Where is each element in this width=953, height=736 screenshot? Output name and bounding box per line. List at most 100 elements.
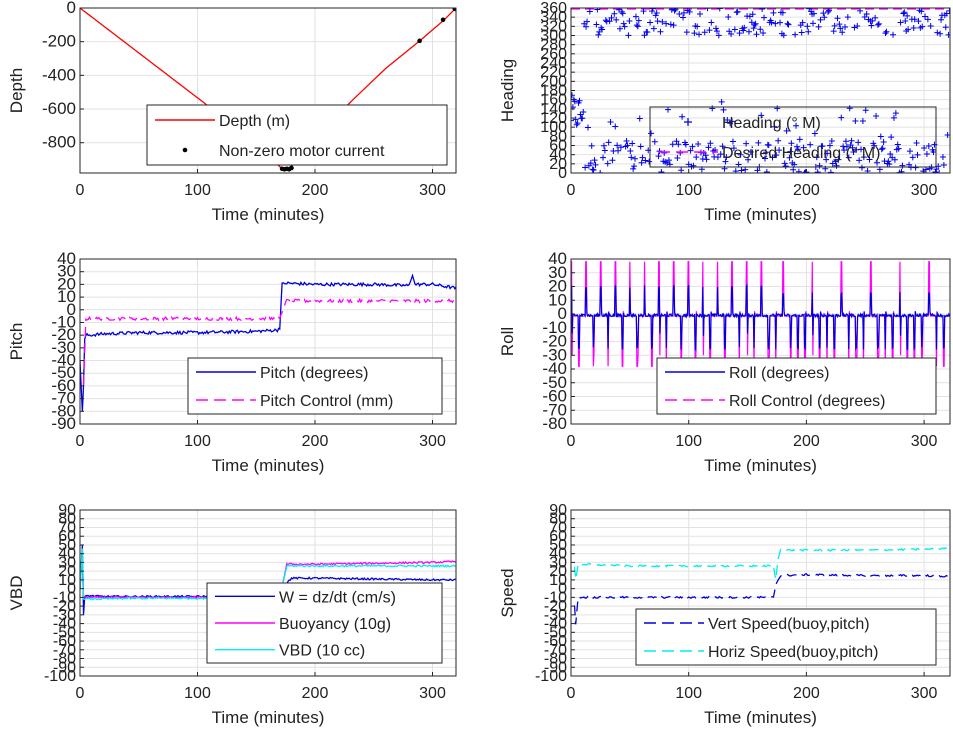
- y-tick-label: 80: [549, 511, 567, 528]
- heading-point: [904, 12, 911, 19]
- heading-point: [630, 165, 637, 172]
- x-tick-label: 100: [675, 433, 702, 450]
- legend-box: [187, 357, 443, 415]
- heading-point: [855, 139, 862, 146]
- legend-label: Depth (m): [219, 113, 290, 130]
- heading-point: [586, 8, 593, 15]
- heading-point: [830, 28, 837, 35]
- y-tick-label: 80: [58, 511, 76, 528]
- x-tick-label: 100: [184, 182, 211, 199]
- heading-point: [693, 154, 700, 161]
- heading-point: [648, 130, 655, 137]
- heading-point: [703, 156, 710, 163]
- heading-point: [584, 18, 591, 25]
- heading-point: [695, 140, 702, 147]
- motor-current-point: [452, 8, 456, 12]
- heading-point: [682, 141, 689, 148]
- heading-point: [571, 92, 575, 99]
- heading-point: [888, 134, 895, 141]
- heading-point: [882, 30, 889, 37]
- x-axis-label: Time (minutes): [704, 456, 817, 475]
- heading-point: [939, 154, 946, 161]
- y-tick-label: -50: [51, 363, 76, 382]
- y-tick-label: 30: [57, 262, 76, 281]
- heading-point: [705, 144, 712, 151]
- series-line-1: [573, 573, 949, 625]
- y-tick-label: -50: [544, 624, 567, 641]
- heading-point: [771, 123, 778, 130]
- heading-point: [835, 156, 842, 163]
- x-axis-label: Time (minutes): [212, 205, 325, 224]
- heading-point: [580, 108, 587, 115]
- heading-point: [901, 9, 908, 16]
- x-tick-label: 300: [419, 433, 446, 450]
- legend-box: [649, 106, 937, 168]
- y-tick-label: -20: [53, 598, 76, 615]
- x-axis-label: Time (minutes): [704, 205, 817, 224]
- heading-point: [669, 141, 676, 148]
- heading-point: [594, 8, 601, 13]
- y-tick-label: 300: [540, 28, 567, 45]
- heading-point: [654, 18, 661, 25]
- y-tick-label: -10: [544, 589, 567, 606]
- heading-point: [781, 160, 788, 167]
- heading-point: [691, 30, 698, 37]
- x-tick-label: 0: [567, 685, 576, 702]
- y-tick-label: -60: [544, 633, 567, 650]
- heading-point: [745, 156, 752, 163]
- heading-point: [641, 32, 648, 39]
- heading-point: [844, 14, 851, 21]
- heading-point: [696, 31, 703, 38]
- heading-point: [631, 163, 638, 170]
- heading-point: [609, 157, 616, 164]
- heading-point: [925, 143, 932, 150]
- heading-point: [790, 166, 797, 173]
- heading-point: [707, 140, 714, 147]
- axes-frame: [79, 7, 457, 174]
- y-tick-label: 80: [549, 128, 567, 145]
- plot-marks: [571, 261, 950, 367]
- heading-point: [918, 8, 925, 15]
- y-tick-label: 20: [58, 563, 76, 580]
- heading-point: [927, 23, 934, 30]
- heading-point: [717, 151, 724, 158]
- heading-point: [629, 140, 636, 147]
- heading-point: [938, 16, 945, 23]
- y-tick-label: 90: [58, 502, 76, 519]
- heading-point: [841, 147, 848, 154]
- heading-point: [665, 157, 672, 164]
- heading-point: [905, 26, 912, 33]
- axes-frame: [79, 509, 457, 677]
- y-tick-label: 20: [57, 274, 76, 293]
- legend: Vert Speed(buoy,pitch) Horiz Speed(buoy,p…: [635, 608, 937, 666]
- motor-current-point: [289, 165, 294, 171]
- y-tick-label: -10: [53, 589, 76, 606]
- heading-point: [720, 106, 727, 113]
- heading-point: [824, 150, 831, 157]
- heading-point: [890, 31, 897, 38]
- heading-point: [768, 19, 775, 26]
- y-axis-label: Roll: [498, 327, 517, 356]
- y-tick-label: 200: [540, 73, 567, 90]
- heading-point: [706, 27, 713, 34]
- heading-point: [686, 8, 693, 15]
- y-tick-label: -30: [542, 345, 567, 364]
- heading-point: [626, 17, 633, 24]
- heading-point: [677, 149, 684, 156]
- y-tick-label: 60: [549, 528, 567, 545]
- x-tick-label: 0: [76, 433, 85, 450]
- x-tick-label: 300: [419, 685, 446, 702]
- heading-point: [601, 147, 608, 154]
- heading-point: [879, 145, 886, 152]
- legend-box: [635, 608, 937, 666]
- x-tick-label: 200: [302, 685, 329, 702]
- y-tick-label: -10: [542, 318, 567, 337]
- chart-pitch: 0 100 200 300403020100-10-20-30-40-50-60-70…: [7, 249, 457, 475]
- heading-point: [909, 154, 916, 161]
- heading-point: [814, 169, 821, 173]
- motor-current-point: [417, 38, 422, 44]
- y-tick-label: -50: [53, 624, 76, 641]
- x-axis-label: Time (minutes): [704, 708, 817, 727]
- heading-point: [718, 98, 725, 105]
- y-tick-label: 320: [540, 18, 567, 35]
